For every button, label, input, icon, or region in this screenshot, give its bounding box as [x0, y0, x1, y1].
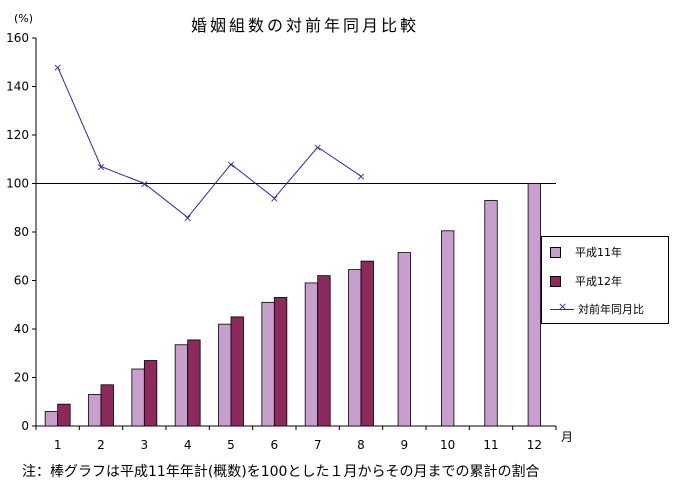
bar-heisei11	[348, 269, 362, 427]
x-tick-label: 7	[314, 438, 322, 452]
y-tick-label: 20	[14, 371, 29, 385]
legend-item-heisei11: 平成11年	[550, 244, 622, 260]
axes	[32, 37, 557, 430]
bar-heisei11	[304, 282, 319, 427]
yoy-point-marker: ×	[53, 61, 62, 74]
bar-heisei12	[187, 339, 201, 427]
legend-swatch-heisei12	[550, 275, 561, 287]
bar-heisei11	[131, 368, 145, 427]
yoy-point-marker: ×	[140, 178, 149, 191]
bar-heisei11	[397, 252, 411, 427]
y-axis-unit-label: (%)	[14, 12, 33, 25]
yoy-point-marker: ×	[96, 161, 105, 174]
legend-item-heisei12: 平成12年	[550, 273, 622, 289]
yoy-point-marker: ×	[313, 141, 322, 154]
x-tick-label: 3	[141, 438, 149, 452]
y-tick-label: 120	[6, 128, 29, 142]
x-tick-label: 4	[184, 438, 192, 452]
bar-heisei11	[527, 183, 541, 427]
chart-note: 注：棒グラフは平成11年年計(概数)を100とした１月からその月までの累計の割合	[22, 464, 540, 480]
bar-heisei12	[230, 316, 244, 427]
bar-heisei11	[261, 301, 275, 427]
yoy-point-marker: ×	[226, 158, 235, 171]
x-tick-label: 12	[527, 438, 542, 452]
yoy-point-marker: ×	[183, 211, 192, 224]
yoy-line	[57, 66, 362, 219]
bar-heisei12	[57, 403, 71, 427]
bar-heisei12	[273, 297, 288, 427]
legend-label-heisei12: 平成12年	[575, 275, 622, 288]
y-tick-label: 160	[6, 31, 29, 45]
yoy-point-marker: ×	[270, 192, 279, 205]
bar-heisei12	[100, 384, 114, 427]
x-tick-label: 2	[97, 438, 105, 452]
x-tick-label: 9	[401, 438, 409, 452]
y-tick-label: 40	[14, 322, 29, 336]
y-tick-label: 80	[14, 225, 29, 239]
bar-heisei12	[317, 275, 331, 427]
bar-heisei11	[484, 200, 498, 427]
bar-heisei11	[218, 323, 232, 427]
chart-title: 婚姻組数の対前年同月比較	[191, 16, 419, 35]
bar-heisei11	[44, 411, 59, 427]
bar-heisei12	[360, 260, 374, 427]
x-tick-label: 10	[440, 438, 455, 452]
legend-label-yoy: 対前年同月比	[578, 303, 644, 316]
legend-line-marker-icon	[550, 300, 574, 314]
x-tick-label: 5	[227, 438, 235, 452]
y-tick-label: 140	[6, 80, 29, 94]
bars	[44, 183, 541, 427]
x-axis-unit-label: 月	[561, 430, 573, 444]
x-tick-label: 8	[357, 438, 365, 452]
x-tick-label: 11	[483, 438, 498, 452]
yoy-point-marker: ×	[356, 170, 365, 183]
legend: 平成11年 平成12年 対前年同月比	[541, 236, 669, 324]
line-series: × × × × × × × ×	[53, 61, 366, 224]
bar-heisei12	[143, 360, 158, 427]
bar-heisei11	[88, 394, 102, 427]
bar-heisei11	[441, 230, 455, 427]
x-tick-label: 1	[54, 438, 62, 452]
legend-item-yoy: 対前年同月比	[550, 300, 644, 317]
legend-label-heisei11: 平成11年	[575, 246, 622, 259]
x-tick-label: 6	[271, 438, 279, 452]
y-tick-label: 60	[14, 274, 29, 288]
y-tick-label: 0	[21, 419, 29, 433]
y-tick-label: 100	[6, 177, 29, 191]
bar-heisei11	[174, 344, 189, 427]
legend-swatch-heisei11	[550, 246, 561, 258]
